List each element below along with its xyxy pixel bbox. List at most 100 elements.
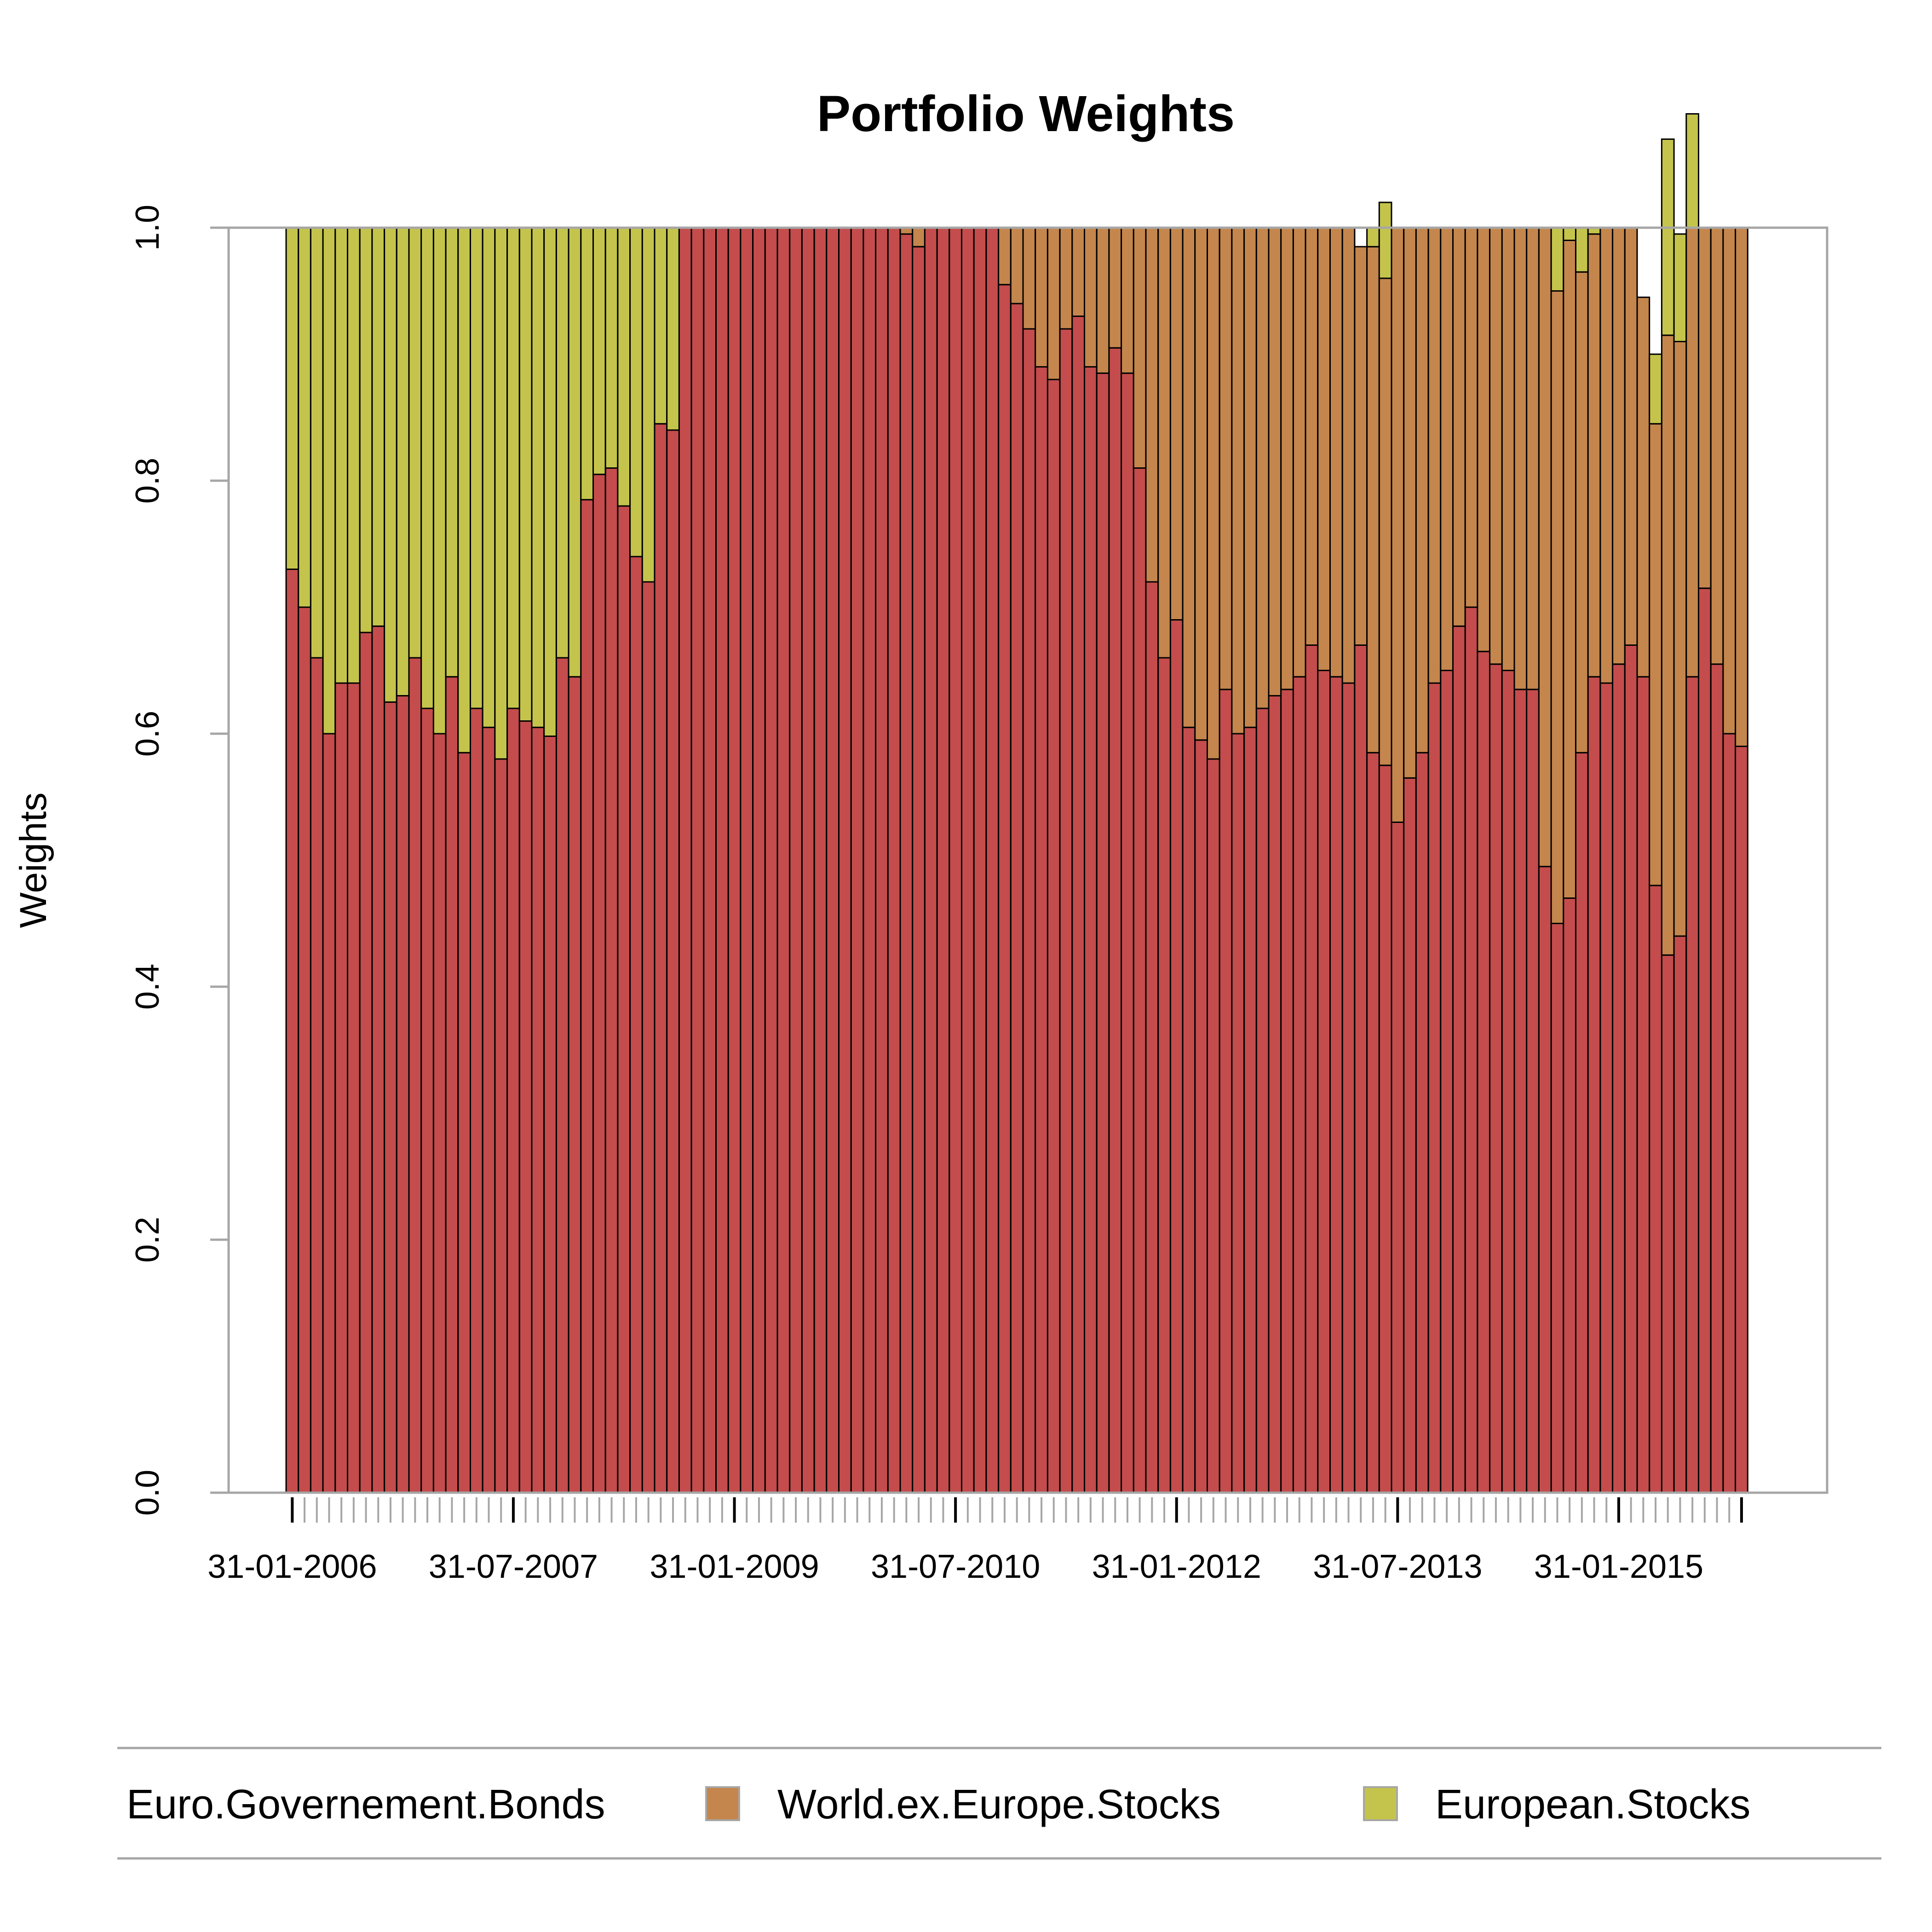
bar-segment-0-84 xyxy=(1317,670,1331,1494)
bar-segment-0-42 xyxy=(801,227,815,1494)
bar-segment-1-97 xyxy=(1477,227,1491,652)
bar-segment-0-37 xyxy=(740,227,754,1494)
bar-segment-1-73 xyxy=(1182,227,1196,728)
bar-segment-2-113 xyxy=(1673,233,1687,342)
bar-segment-1-103 xyxy=(1550,290,1564,924)
bar-segment-2-7 xyxy=(371,227,385,627)
bar-segment-2-17 xyxy=(494,227,508,760)
bar-segment-0-36 xyxy=(727,227,742,1494)
bar-segment-0-25 xyxy=(592,473,606,1494)
bar-segment-0-90 xyxy=(1391,822,1405,1494)
bar-segment-0-23 xyxy=(568,676,582,1494)
bar-segment-1-70 xyxy=(1145,227,1159,583)
bar-segment-1-108 xyxy=(1612,227,1626,665)
bar-segment-1-51 xyxy=(912,227,926,247)
bar-segment-0-104 xyxy=(1563,897,1577,1494)
bar-segment-0-52 xyxy=(924,227,938,1494)
bar-segment-0-94 xyxy=(1440,670,1454,1494)
bar-segment-0-65 xyxy=(1084,366,1098,1494)
bar-segment-2-111 xyxy=(1649,353,1662,425)
bar-segment-0-107 xyxy=(1599,682,1614,1494)
bar-segment-1-95 xyxy=(1452,227,1466,627)
bar-segment-0-2 xyxy=(310,657,324,1494)
bar-segment-2-105 xyxy=(1575,227,1589,273)
y-axis: 0.0 0.2 0.4 0.6 0.8 1.0 xyxy=(129,205,230,1516)
bar-segment-1-65 xyxy=(1084,227,1098,368)
bar-segment-1-67 xyxy=(1108,227,1122,349)
bar-segment-0-55 xyxy=(961,227,975,1494)
bar-segment-1-101 xyxy=(1526,227,1540,690)
bar-segment-0-75 xyxy=(1207,758,1220,1494)
bar-segment-0-12 xyxy=(432,733,447,1494)
bar-segment-1-64 xyxy=(1071,227,1086,317)
bar-segment-1-86 xyxy=(1341,227,1356,684)
bar-segment-2-9 xyxy=(396,227,410,696)
bar-segment-2-24 xyxy=(580,227,594,500)
bar-segment-0-32 xyxy=(678,227,692,1494)
bar-segment-1-59 xyxy=(1010,227,1024,305)
bar-segment-0-66 xyxy=(1096,372,1110,1494)
x-tick-label-4: 31-01-2012 xyxy=(1092,1548,1261,1585)
y-tick-label-1: 0.2 xyxy=(129,1217,166,1263)
x-axis: 31-01-2006 31-07-2007 31-01-2009 31-07-2010… xyxy=(207,1497,1743,1585)
bar-segment-1-112 xyxy=(1661,334,1675,956)
bar-segment-1-80 xyxy=(1268,227,1282,696)
bar-segment-0-70 xyxy=(1145,581,1159,1494)
bar-segment-0-106 xyxy=(1587,676,1601,1494)
bar-segment-2-25 xyxy=(592,227,606,475)
bar-segment-2-28 xyxy=(629,227,643,558)
bar-segment-0-6 xyxy=(359,632,373,1494)
bar-segment-1-81 xyxy=(1280,227,1294,690)
bar-segment-0-19 xyxy=(518,720,533,1494)
bar-segment-0-62 xyxy=(1046,379,1061,1494)
bar-segment-2-88 xyxy=(1366,227,1380,247)
bar-segment-1-85 xyxy=(1329,227,1343,678)
bar-segment-1-71 xyxy=(1157,227,1171,659)
legend-label-0: Euro.Governement.Bonds xyxy=(126,1782,605,1828)
bar-segment-0-17 xyxy=(494,758,508,1494)
bar-segment-1-104 xyxy=(1563,240,1577,899)
bar-segment-2-12 xyxy=(432,227,447,735)
bar-segment-0-99 xyxy=(1501,670,1515,1494)
bar-segment-0-73 xyxy=(1182,726,1196,1494)
bar-segment-0-110 xyxy=(1636,676,1650,1494)
bar-segment-0-100 xyxy=(1513,689,1528,1494)
bar-segment-0-115 xyxy=(1698,587,1712,1494)
legend-swatch-2 xyxy=(1363,1786,1398,1821)
bar-segment-2-23 xyxy=(568,227,582,678)
bar-segment-0-53 xyxy=(936,227,950,1494)
x-tick-label-1: 31-07-2007 xyxy=(429,1548,598,1585)
bar-segment-0-77 xyxy=(1231,733,1245,1494)
bar-segment-0-67 xyxy=(1108,347,1122,1494)
bar-segment-0-29 xyxy=(641,581,656,1494)
bar-segment-0-56 xyxy=(973,227,987,1494)
bar-segment-0-63 xyxy=(1059,328,1073,1494)
bar-segment-2-18 xyxy=(506,227,520,709)
bar-segment-0-18 xyxy=(506,707,520,1494)
bar-segment-1-69 xyxy=(1133,227,1147,469)
bar-segment-1-58 xyxy=(998,227,1012,286)
bar-segment-2-103 xyxy=(1550,227,1564,292)
bar-segment-0-81 xyxy=(1280,689,1294,1494)
bar-segment-1-91 xyxy=(1403,227,1417,779)
bar-segment-1-77 xyxy=(1231,227,1245,735)
bar-segment-1-75 xyxy=(1207,227,1220,760)
bar-segment-0-9 xyxy=(396,695,410,1494)
bar-segment-0-64 xyxy=(1071,316,1086,1494)
legend-label-2: European.Stocks xyxy=(1435,1782,1750,1828)
bar-segment-0-0 xyxy=(285,569,299,1494)
bar-segment-1-118 xyxy=(1735,227,1748,747)
bar-segment-0-31 xyxy=(666,429,680,1494)
bar-segment-0-40 xyxy=(776,227,791,1494)
bar-segment-1-90 xyxy=(1391,227,1405,823)
bar-segment-0-116 xyxy=(1710,663,1724,1494)
bar-segment-1-89 xyxy=(1378,277,1392,766)
bar-segment-0-72 xyxy=(1169,619,1184,1494)
bar-segment-1-105 xyxy=(1575,271,1589,753)
bar-segment-0-22 xyxy=(555,657,569,1494)
x-tick-label-3: 31-07-2010 xyxy=(871,1548,1040,1585)
bar-segment-1-61 xyxy=(1035,227,1048,368)
bar-segment-0-47 xyxy=(862,227,877,1494)
x-tick-label-2: 31-01-2009 xyxy=(650,1548,819,1585)
bar-segment-2-3 xyxy=(322,227,336,735)
